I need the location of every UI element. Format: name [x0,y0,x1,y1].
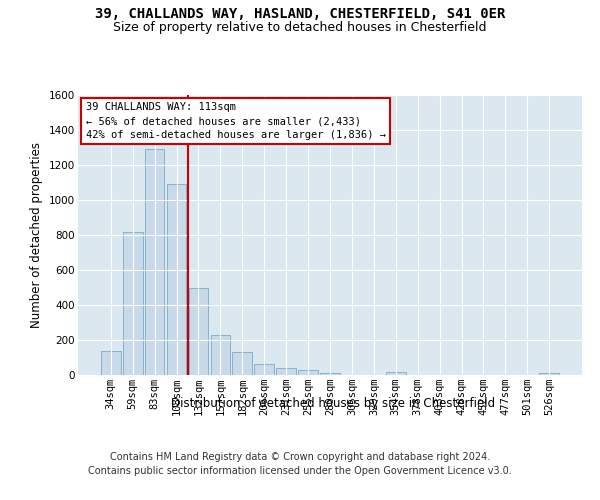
Bar [254,364,274,375]
Bar [320,372,340,375]
Bar [188,288,208,375]
Bar [123,232,143,375]
Bar [101,350,121,375]
Y-axis label: Number of detached properties: Number of detached properties [31,142,43,328]
Bar [167,184,187,375]
Text: Distribution of detached houses by size in Chesterfield: Distribution of detached houses by size … [171,398,495,410]
Bar [145,149,164,375]
Bar [386,372,406,375]
Text: Contains public sector information licensed under the Open Government Licence v3: Contains public sector information licen… [88,466,512,476]
Bar [298,370,318,375]
Bar [211,335,230,375]
Text: 39, CHALLANDS WAY, HASLAND, CHESTERFIELD, S41 0ER: 39, CHALLANDS WAY, HASLAND, CHESTERFIELD… [95,8,505,22]
Bar [539,372,559,375]
Bar [232,352,252,375]
Text: Size of property relative to detached houses in Chesterfield: Size of property relative to detached ho… [113,21,487,34]
Bar [276,368,296,375]
Text: 39 CHALLANDS WAY: 113sqm
← 56% of detached houses are smaller (2,433)
42% of sem: 39 CHALLANDS WAY: 113sqm ← 56% of detach… [86,102,386,140]
Text: Contains HM Land Registry data © Crown copyright and database right 2024.: Contains HM Land Registry data © Crown c… [110,452,490,462]
